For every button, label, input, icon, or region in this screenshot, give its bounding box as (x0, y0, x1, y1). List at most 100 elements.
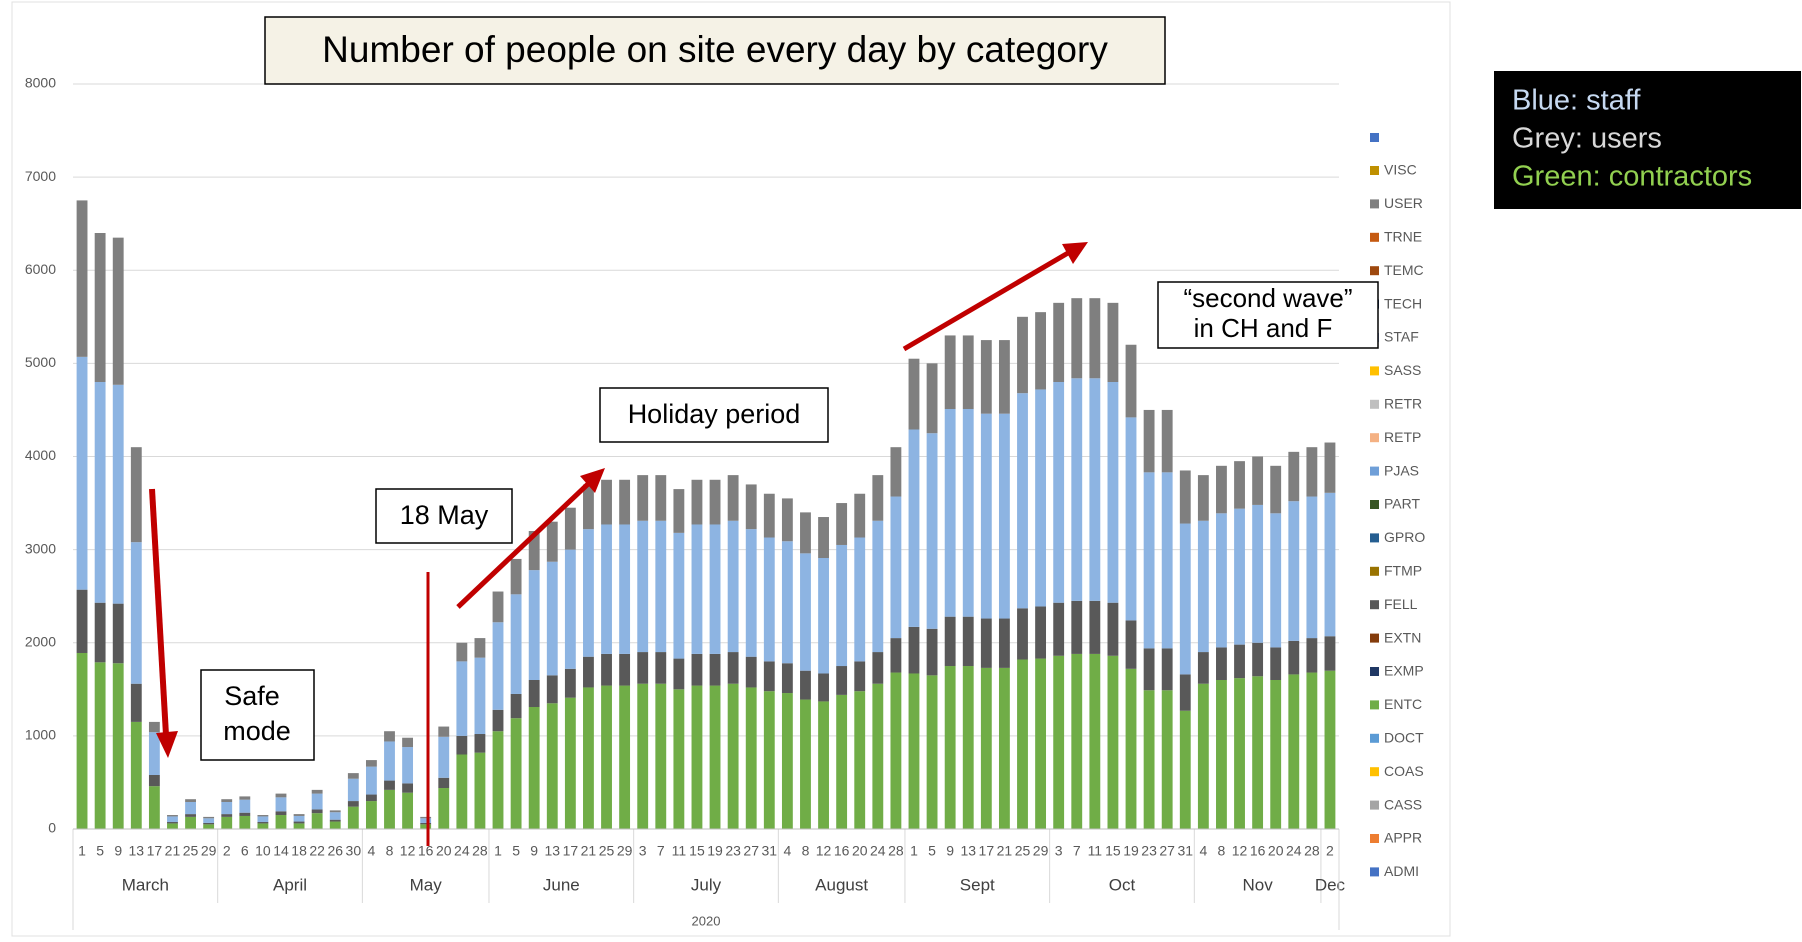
bar-segment (456, 754, 468, 829)
bar-segment (1161, 690, 1173, 829)
bar-segment (655, 475, 667, 521)
bar-segment (1179, 710, 1191, 829)
bar-segment (1179, 674, 1191, 711)
bar-segment (601, 653, 612, 686)
bar-segment (1306, 638, 1318, 673)
bar-segment (347, 806, 359, 829)
bar-segment (203, 816, 215, 819)
x-tick-label: 2 (1326, 843, 1334, 859)
bar-segment (1089, 653, 1101, 829)
bar-segment (1270, 465, 1282, 514)
bar-segment (926, 675, 938, 829)
bar-segment (1216, 680, 1227, 829)
bar-segment (890, 447, 902, 497)
x-tick-label: 16 (834, 843, 850, 859)
legend-swatch (1370, 399, 1379, 409)
bar-segment (800, 512, 811, 554)
x-tick-label: 25 (599, 843, 615, 859)
bar-segment (763, 691, 775, 829)
legend-swatch (1370, 733, 1379, 743)
bar-segment (836, 694, 848, 829)
bar-segment (329, 812, 341, 820)
bar-segment (908, 358, 920, 430)
legend-swatch (1370, 199, 1379, 209)
x-tick-label: 9 (530, 843, 538, 859)
bar-segment (257, 816, 269, 823)
bar-segment (275, 811, 287, 816)
bar-segment (781, 541, 793, 664)
bar-segment (872, 475, 884, 521)
legend-swatch (1370, 133, 1379, 142)
legend-swatch (1370, 466, 1379, 476)
bar-segment (1035, 658, 1047, 829)
bar-segment (1179, 470, 1191, 524)
bar-segment (745, 656, 757, 688)
bar-segment (1306, 496, 1318, 639)
x-tick-label: 7 (657, 843, 665, 859)
y-tick-label: 0 (48, 820, 56, 836)
y-tick-label: 2000 (25, 633, 56, 649)
bar-segment (763, 493, 775, 538)
arrow (902, 250, 1070, 352)
bar-segment (311, 789, 323, 794)
group-label: 2020 (692, 913, 721, 928)
x-tick-label: 20 (436, 843, 452, 859)
bar-segment (293, 814, 305, 816)
x-tick-label: 28 (1304, 843, 1320, 859)
legend-swatch (1370, 834, 1379, 843)
bar-segment (637, 520, 649, 653)
bar-segment (564, 697, 576, 829)
bar-segment (1324, 670, 1336, 829)
x-tick-label: 13 (960, 843, 976, 859)
bar-segment (1270, 647, 1282, 680)
bar-segment (456, 642, 468, 662)
x-tick-label: 12 (400, 843, 416, 859)
legend-label: COAS (1384, 763, 1424, 779)
legend-swatch (1370, 800, 1379, 810)
bar-segment (980, 667, 992, 829)
legend-swatch (1370, 266, 1379, 276)
legend-label: ENTC (1384, 696, 1422, 712)
annotation: mode (223, 716, 291, 746)
bar-segment (130, 447, 142, 543)
bar-segment (130, 683, 142, 722)
x-tick-label: 20 (852, 843, 868, 859)
bar-segment (1071, 378, 1083, 601)
bar-segment (347, 801, 359, 807)
note: Green: contractors (1512, 161, 1752, 193)
bar-segment (836, 666, 848, 695)
bar-segment (402, 737, 414, 748)
bar-segment (601, 685, 612, 829)
bar-segment (763, 537, 775, 662)
bar-segment (800, 699, 811, 829)
bar-segment (926, 433, 938, 629)
bar-segment (908, 673, 920, 829)
bar-segment (998, 618, 1010, 668)
legend-label: APPR (1384, 830, 1422, 846)
bar-segment (420, 822, 432, 825)
bar-segment (293, 815, 305, 822)
bar-segment (998, 340, 1010, 414)
x-tick-label: 5 (928, 843, 936, 859)
bar-segment (818, 673, 829, 702)
bar-segment (1324, 636, 1336, 671)
x-tick-label: 11 (672, 843, 687, 859)
bar-segment (1089, 378, 1101, 601)
x-tick-label: 1 (494, 843, 502, 859)
annotation-box (375, 488, 513, 544)
bar-segment (492, 709, 504, 732)
bar-segment (1197, 652, 1209, 684)
bar-segment (872, 520, 884, 653)
title-box (264, 16, 1166, 85)
x-tick-label: 17 (563, 843, 579, 859)
bar-segment (293, 823, 305, 829)
bar-segment (130, 721, 142, 829)
bar-segment (112, 237, 124, 385)
bar-segment (709, 524, 721, 654)
bar-segment (583, 484, 594, 530)
bar-segment (1216, 513, 1227, 648)
bar-segment (1288, 674, 1300, 829)
bar-segment (1053, 655, 1065, 829)
x-tick-label: 8 (1218, 843, 1226, 859)
x-tick-label: 17 (147, 843, 163, 859)
